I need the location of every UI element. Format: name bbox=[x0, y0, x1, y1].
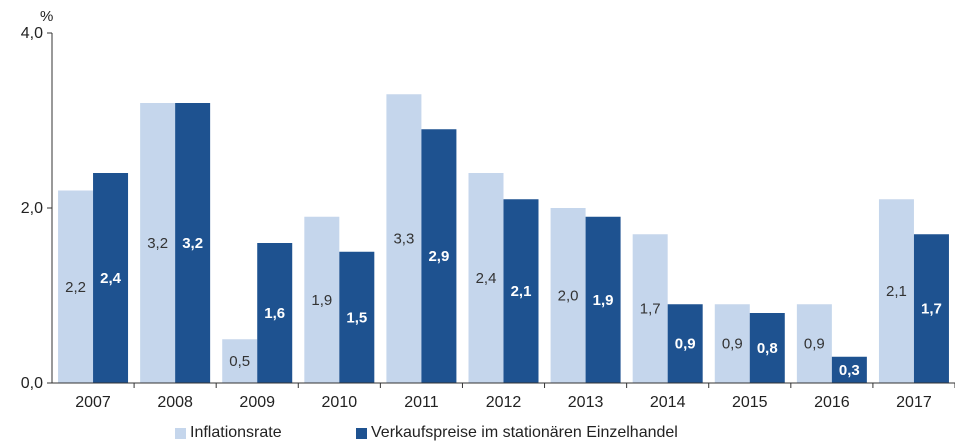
bar-inflationsrate-2014 bbox=[632, 234, 668, 383]
bar-verkaufspreise-2017 bbox=[913, 234, 949, 383]
data-label-verkaufspreise-2012: 2,1 bbox=[511, 283, 532, 300]
bar-inflationsrate-2017 bbox=[878, 199, 914, 383]
data-label-verkaufspreise-2008: 3,2 bbox=[182, 235, 203, 252]
bar-verkaufspreise-2010 bbox=[339, 251, 375, 383]
bar-inflationsrate-2013 bbox=[550, 208, 586, 383]
y-ticks-layer: 0,0 2,0 4,0 bbox=[21, 25, 52, 392]
bar-verkaufspreise-2014 bbox=[667, 304, 703, 383]
legend-item-verkaufspreise: Verkaufspreise im stationären Einzelhand… bbox=[356, 424, 678, 442]
bar-inflationsrate-2015 bbox=[714, 304, 750, 383]
bar-verkaufspreise-2016 bbox=[831, 356, 867, 383]
bar-inflationsrate-2011 bbox=[386, 94, 422, 383]
data-label-inflationsrate-2015: 0,9 bbox=[722, 336, 743, 353]
data-label-inflationsrate-2007: 2,2 bbox=[65, 279, 86, 296]
y-tick-label: 0,0 bbox=[21, 375, 43, 392]
x-tick-label-2014: 2014 bbox=[650, 394, 686, 411]
data-label-verkaufspreise-2017: 1,7 bbox=[921, 301, 942, 318]
data-label-inflationsrate-2013: 2,0 bbox=[558, 288, 579, 305]
data-label-inflationsrate-2017: 2,1 bbox=[886, 283, 907, 300]
legend-label-verkaufspreise: Verkaufspreise im stationären Einzelhand… bbox=[371, 424, 678, 441]
x-tick-label-2009: 2009 bbox=[239, 394, 275, 411]
x-tick-label-2017: 2017 bbox=[896, 394, 932, 411]
bar-inflationsrate-2008 bbox=[140, 103, 176, 383]
bar-verkaufspreise-2008 bbox=[175, 103, 211, 383]
x-tick-label-2012: 2012 bbox=[486, 394, 522, 411]
bar-inflationsrate-2010 bbox=[304, 216, 340, 383]
data-label-verkaufspreise-2015: 0,8 bbox=[757, 340, 778, 357]
data-label-verkaufspreise-2016: 0,3 bbox=[839, 362, 860, 379]
data-label-inflationsrate-2011: 3,3 bbox=[393, 231, 414, 248]
x-ticks-layer: 2007 2008 2009 2010 2011 2012 2013 2014 2015 2016… bbox=[75, 383, 955, 411]
bar-verkaufspreise-2007 bbox=[93, 173, 129, 383]
bars-layer bbox=[58, 94, 949, 383]
bar-chart: 2,2 2,4 3,2 3,2 0,5 1,6 1,9 1,5 3,3 2,9 2,4 2,1 2,0 1… bbox=[21, 8, 955, 411]
data-label-inflationsrate-2012: 2,4 bbox=[476, 270, 497, 287]
x-tick-label-2016: 2016 bbox=[814, 394, 850, 411]
data-label-verkaufspreise-2009: 1,6 bbox=[264, 305, 285, 322]
legend-label-inflationsrate: Inflationsrate bbox=[190, 424, 282, 441]
bar-verkaufspreise-2009 bbox=[257, 243, 293, 383]
legend-swatch-inflationsrate bbox=[175, 427, 186, 439]
x-tick-label-2013: 2013 bbox=[568, 394, 604, 411]
bar-labels-layer: 2,2 2,4 3,2 3,2 0,5 1,6 1,9 1,5 3,3 2,9 2,4 2,1 2,0 1… bbox=[65, 231, 942, 379]
bar-inflationsrate-2016 bbox=[796, 304, 832, 383]
y-tick-label: 4,0 bbox=[21, 25, 43, 42]
data-label-verkaufspreise-2011: 2,9 bbox=[428, 248, 449, 265]
data-label-inflationsrate-2016: 0,9 bbox=[804, 336, 825, 353]
legend: Inflationsrate Verkaufspreise im station… bbox=[0, 420, 955, 446]
y-axis-unit-label: % bbox=[40, 8, 53, 25]
data-label-inflationsrate-2008: 3,2 bbox=[147, 235, 168, 252]
data-label-verkaufspreise-2010: 1,5 bbox=[346, 309, 367, 326]
legend-swatch-verkaufspreise bbox=[356, 427, 367, 439]
data-label-inflationsrate-2010: 1,9 bbox=[311, 292, 332, 309]
data-label-inflationsrate-2009: 0,5 bbox=[229, 353, 250, 370]
data-label-verkaufspreise-2013: 1,9 bbox=[593, 292, 614, 309]
x-tick-label-2011: 2011 bbox=[404, 394, 439, 411]
data-label-verkaufspreise-2014: 0,9 bbox=[675, 336, 696, 353]
y-tick-label: 2,0 bbox=[21, 200, 43, 217]
bar-verkaufspreise-2013 bbox=[585, 216, 621, 383]
bar-verkaufspreise-2011 bbox=[421, 129, 457, 383]
x-tick-label-2010: 2010 bbox=[322, 394, 358, 411]
data-label-verkaufspreise-2007: 2,4 bbox=[100, 270, 122, 287]
bar-inflationsrate-2009 bbox=[222, 339, 258, 383]
bar-inflationsrate-2007 bbox=[58, 190, 94, 383]
data-label-inflationsrate-2014: 1,7 bbox=[640, 301, 661, 318]
bar-verkaufspreise-2012 bbox=[503, 199, 539, 383]
x-tick-label-2007: 2007 bbox=[75, 394, 111, 411]
bar-verkaufspreise-2015 bbox=[749, 313, 785, 383]
x-tick-label-2015: 2015 bbox=[732, 394, 768, 411]
x-tick-label-2008: 2008 bbox=[157, 394, 193, 411]
bar-inflationsrate-2012 bbox=[468, 173, 504, 383]
legend-item-inflationsrate: Inflationsrate bbox=[175, 424, 282, 442]
